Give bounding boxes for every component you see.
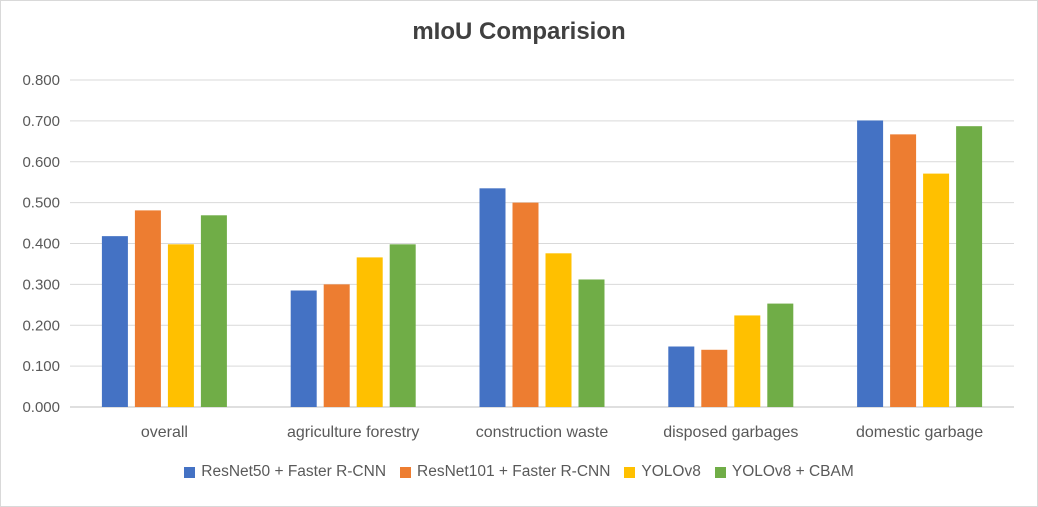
y-tick-label: 0.700 (22, 113, 60, 130)
bar-resnet101-faster-r-cnn-2 (512, 202, 539, 407)
chart-title: mIoU Comparision (412, 18, 626, 45)
legend-item: YOLOv8 (624, 463, 701, 481)
y-tick-label: 0.000 (22, 399, 60, 416)
legend-item: YOLOv8 + CBAM (714, 463, 854, 481)
bar-yolov8-0 (167, 244, 194, 407)
legend-label: ResNet101 + Faster R-CNN (417, 463, 611, 480)
legend-label: YOLOv8 (641, 463, 701, 480)
legend-label: ResNet50 + Faster R-CNN (201, 463, 387, 480)
y-tick-label: 0.100 (22, 358, 60, 375)
legend-label: YOLOv8 + CBAM (731, 463, 854, 480)
y-tick-label: 0.800 (22, 72, 60, 89)
legend-swatch (400, 466, 412, 478)
bar-yolov8-cbam-2 (578, 279, 605, 407)
x-category-label: domestic garbage (856, 424, 983, 441)
bar-resnet50-faster-r-cnn-4 (857, 120, 884, 407)
legend-item: ResNet101 + Faster R-CNN (400, 463, 610, 481)
legend-swatch (714, 466, 726, 478)
bar-yolov8-cbam-1 (389, 244, 416, 407)
x-category-label: construction waste (476, 424, 609, 441)
legend: ResNet50 + Faster R-CNN ResNet101 + Faste… (0, 463, 1038, 481)
legend-swatch (184, 466, 196, 478)
x-category-label: disposed garbages (663, 424, 798, 441)
bar-resnet101-faster-r-cnn-1 (323, 284, 350, 407)
y-tick-label: 0.200 (22, 317, 60, 334)
bar-yolov8-3 (734, 315, 761, 407)
bar-resnet101-faster-r-cnn-0 (134, 210, 161, 407)
bar-resnet50-faster-r-cnn-1 (290, 290, 317, 407)
legend-swatch (624, 466, 636, 478)
bar-resnet101-faster-r-cnn-4 (890, 134, 917, 407)
bar-yolov8-cbam-4 (956, 126, 983, 407)
bar-resnet50-faster-r-cnn-3 (668, 346, 695, 407)
y-tick-label: 0.300 (22, 276, 60, 293)
y-tick-label: 0.600 (22, 154, 60, 171)
bar-resnet101-faster-r-cnn-3 (701, 349, 728, 407)
bar-yolov8-1 (356, 257, 383, 407)
bar-yolov8-4 (923, 173, 950, 407)
bar-resnet50-faster-r-cnn-2 (479, 188, 506, 407)
bar-yolov8-cbam-3 (767, 303, 794, 407)
legend-item: ResNet50 + Faster R-CNN (184, 463, 386, 481)
bar-yolov8-2 (545, 253, 572, 407)
y-tick-label: 0.500 (22, 195, 60, 212)
x-category-label: agriculture forestry (287, 424, 420, 441)
y-tick-label: 0.400 (22, 236, 60, 253)
x-category-label: overall (141, 424, 188, 441)
bar-yolov8-cbam-0 (200, 215, 227, 407)
bar-resnet50-faster-r-cnn-0 (101, 236, 128, 407)
